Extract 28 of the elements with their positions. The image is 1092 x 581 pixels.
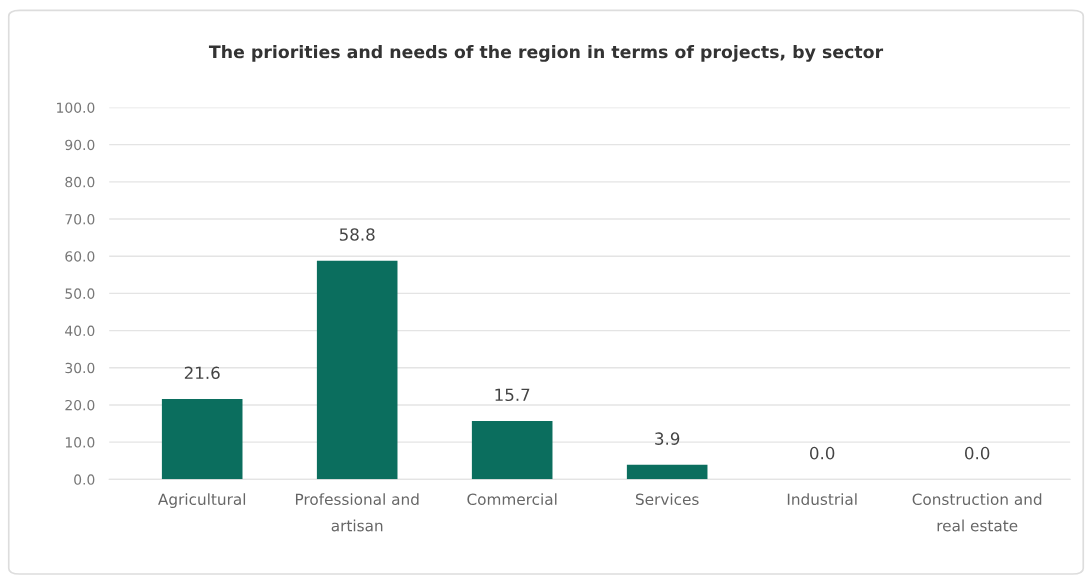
data-label: 0.0 [965,446,990,460]
bar [471,420,553,480]
bar [316,260,398,480]
data-label: 15.7 [495,388,530,402]
x-tick-label: Industrial [787,493,857,506]
x-tick-label: Construction and real estate [912,493,1042,532]
bar [626,464,708,480]
x-tick-label: Agricultural [158,493,246,508]
y-tick-label: 20.0 [65,399,95,411]
y-tick-label: 80.0 [65,176,95,188]
data-label: 0.0 [810,446,835,460]
data-label: 3.9 [655,432,680,445]
y-tick-label: 60.0 [65,251,95,262]
bar [161,399,243,480]
y-tick-label: 50.0 [65,288,95,299]
x-tick-label: Services [635,493,699,506]
x-tick-label: Professional and artisan [295,493,419,532]
y-tick-label: 70.0 [65,214,95,225]
y-tick-label: 30.0 [65,362,95,374]
chart-title: The priorities and needs of the region in terms of projects, by sector [208,44,884,62]
y-tick-label: 90.0 [65,139,95,151]
y-tick-label: 10.0 [65,437,95,448]
y-tick-label: 100.0 [57,102,95,113]
y-tick-label: 40.0 [65,325,95,337]
y-tick-label: 0.0 [74,474,95,485]
x-tick-label: Commercial [467,493,557,506]
data-label: 58.8 [339,228,375,241]
data-label: 21.6 [184,366,220,380]
